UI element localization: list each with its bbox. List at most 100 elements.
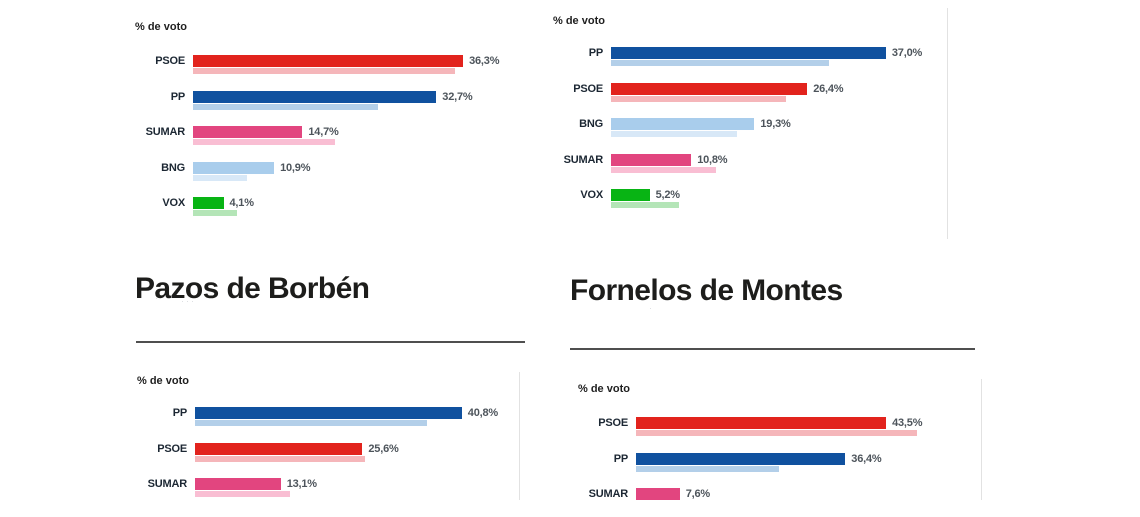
axis-label: % de voto — [135, 21, 187, 33]
bar-group: 5,2% — [611, 189, 953, 208]
chart-row-pp: PP 36,4% — [578, 452, 988, 472]
bar-group: 37,0% — [611, 47, 953, 66]
value-label: 10,8% — [697, 153, 728, 166]
value-label: 5,2% — [655, 189, 680, 201]
bar-group: 36,4% — [636, 452, 988, 472]
chart-row-bng: BNG 19,3% — [553, 118, 953, 137]
value-label: 26,4% — [813, 82, 844, 95]
bar-group: 26,4% — [611, 82, 953, 102]
chart-row-vox: VOX 5,2% — [553, 189, 953, 208]
value-label: 25,6% — [368, 442, 399, 455]
bar-current — [636, 417, 887, 429]
value-label: 4,1% — [229, 197, 254, 209]
value-label: 19,3% — [760, 118, 791, 130]
party-label: BNG — [579, 118, 603, 130]
bar-current — [193, 126, 303, 138]
bar-group: 10,9% — [193, 161, 535, 181]
chart-row-vox: VOX 4,1% — [135, 197, 535, 216]
bar-previous — [195, 491, 290, 497]
bar-current — [636, 488, 680, 500]
chart-row-sumar: SUMAR 14,7% — [135, 126, 535, 145]
card-border — [519, 372, 520, 500]
faded-text-artifact: · — [649, 303, 654, 313]
bar-group: 4,1% — [193, 197, 535, 216]
bar-current — [193, 90, 437, 103]
bar-previous — [636, 430, 918, 436]
chart-row-sumar: SUMAR 7,6% — [578, 488, 988, 500]
bar-group: 25,6% — [195, 442, 532, 462]
bar-group: 7,6% — [636, 488, 988, 500]
bar-group: 10,8% — [611, 153, 953, 173]
party-label: PP — [170, 90, 185, 103]
bar-group: 36,3% — [193, 55, 535, 74]
chart-row-psoe: PSOE 26,4% — [553, 82, 953, 102]
bar-previous — [611, 166, 716, 173]
party-label: BNG — [161, 161, 185, 174]
bar-current — [193, 197, 224, 209]
value-label: 32,7% — [442, 90, 473, 103]
party-label: SUMAR — [147, 478, 188, 490]
party-label: PSOE — [157, 442, 187, 455]
value-label: 40,8% — [467, 407, 498, 419]
chart-row-psoe: PSOE 36,3% — [135, 55, 535, 74]
chart-row-bng: BNG 10,9% — [135, 161, 535, 181]
section-divider — [570, 348, 975, 350]
party-label: VOX — [580, 189, 603, 201]
bar-current — [193, 55, 464, 67]
value-label: 7,6% — [685, 488, 710, 500]
value-label: 37,0% — [891, 47, 923, 59]
bar-previous — [193, 174, 248, 181]
chart-row-psoe: PSOE 25,6% — [137, 442, 532, 462]
bar-current — [611, 189, 650, 201]
chart-row-sumar: SUMAR 13,1% — [137, 478, 532, 497]
chart-row-psoe: PSOE 43,5% — [578, 417, 988, 436]
bar-current — [195, 407, 462, 419]
bar-previous — [193, 139, 336, 145]
party-label: SUMAR — [563, 153, 604, 166]
party-label: SUMAR — [588, 488, 629, 500]
bar-group: 14,7% — [193, 126, 535, 145]
value-label: 13,1% — [286, 478, 317, 490]
bar-previous — [195, 420, 428, 426]
bar-previous — [636, 465, 780, 472]
party-label: PSOE — [573, 82, 603, 95]
value-label: 14,7% — [308, 126, 339, 138]
bar-current — [195, 442, 363, 455]
party-label: VOX — [162, 197, 185, 209]
party-label: PSOE — [155, 55, 185, 67]
bar-group: 40,8% — [195, 407, 532, 426]
axis-label: % de voto — [578, 383, 630, 395]
bar-previous — [611, 95, 787, 102]
party-label: PP — [613, 452, 628, 465]
bar-chart-top-left: % de voto PSOE 36,3% PP 32,7% SUMAR 14,7% BNG 10… — [135, 21, 535, 233]
bar-chart-top-right: % de voto PP 37,0% PSOE 26,4% BNG 19,3% SUMAR 10… — [553, 15, 953, 225]
party-label: SUMAR — [145, 126, 186, 138]
chart-row-pp: PP 37,0% — [553, 47, 953, 66]
bar-current — [195, 478, 281, 490]
municipality-heading-pazos-de-borben: Pazos de Borbén — [135, 272, 370, 306]
bar-group: 43,5% — [636, 417, 988, 436]
bar-group: 19,3% — [611, 118, 953, 137]
chart-row-sumar: SUMAR 10,8% — [553, 153, 953, 173]
faded-text-artifact: ··· — [181, 296, 196, 306]
chart-row-pp: PP 40,8% — [137, 407, 532, 426]
bar-current — [193, 161, 275, 174]
chart-row-pp: PP 32,7% — [135, 90, 535, 110]
section-divider — [136, 341, 525, 343]
bar-previous — [195, 455, 365, 462]
value-label: 43,5% — [892, 417, 923, 429]
value-label: 36,4% — [851, 452, 882, 465]
bar-current — [611, 153, 692, 166]
value-label: 36,3% — [469, 55, 500, 67]
bar-previous — [611, 202, 680, 208]
bar-chart-bottom-left: % de voto PP 40,8% PSOE 25,6% SUMAR 13,1% — [137, 375, 532, 514]
municipality-heading-fornelos-de-montes: Fornelos de Montes — [570, 274, 843, 308]
axis-label: % de voto — [553, 15, 605, 27]
bar-current — [611, 47, 886, 59]
bar-previous — [611, 60, 829, 66]
card-border — [947, 8, 948, 239]
bar-previous — [611, 131, 738, 137]
party-label: PP — [172, 407, 187, 419]
bar-group: 32,7% — [193, 90, 535, 110]
bar-current — [636, 452, 846, 465]
